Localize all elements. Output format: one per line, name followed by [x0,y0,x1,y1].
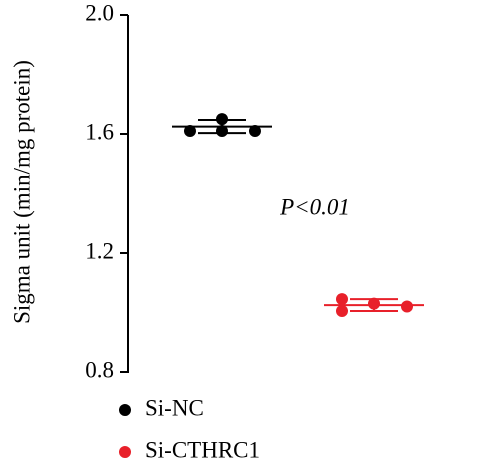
data-point [336,305,348,318]
legend-label: Si-CTHRC1 [145,437,260,462]
legend-label: Si-NC [145,395,204,420]
y-tick-label: 0.8 [85,357,114,382]
y-tick-label: 2.0 [85,0,114,25]
data-point [336,293,348,306]
data-point [401,300,413,313]
annotation: P<0.01 [279,194,350,219]
y-tick-label: 1.2 [85,238,114,263]
data-point [184,125,196,138]
y-tick-label: 1.6 [85,119,114,144]
legend-marker [119,404,131,416]
y-axis-label: Sigma unit (min/mg protein) [9,60,34,324]
legend-marker [119,446,131,458]
data-point [249,125,261,138]
